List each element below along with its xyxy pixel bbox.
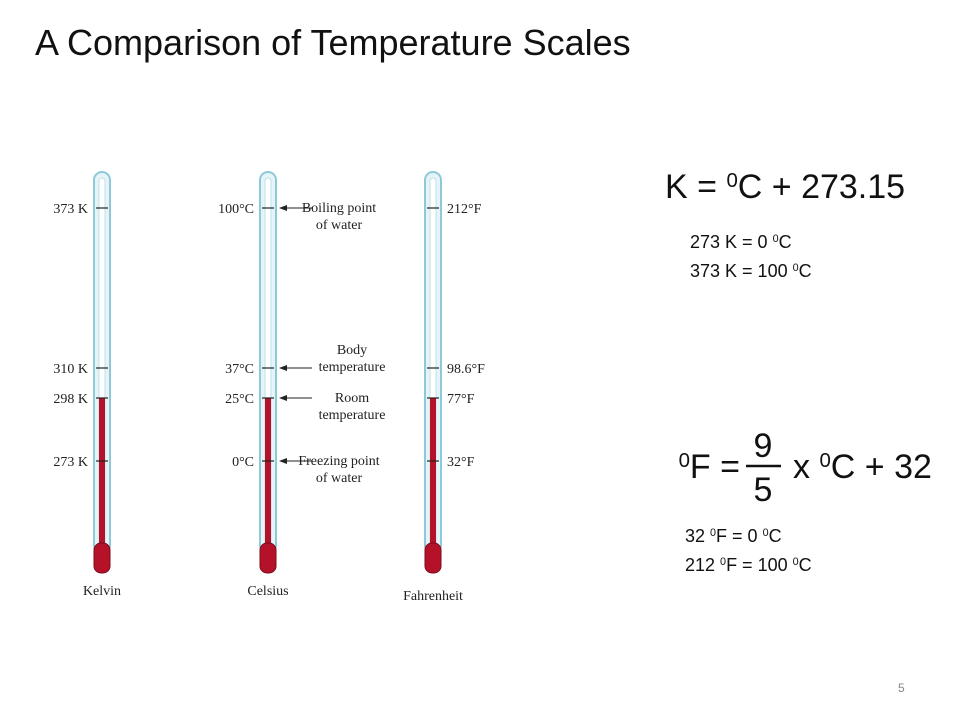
formula-text: C + 273.15 [738, 168, 905, 206]
formula-text: 212 [685, 555, 720, 575]
bulb [424, 542, 442, 574]
tick-label: 25°C [225, 392, 254, 407]
superscript: 0 [679, 450, 690, 472]
tick-label: 212°F [447, 202, 482, 217]
formula-text: C [779, 232, 792, 252]
annotation: Room [335, 391, 369, 406]
bulb [93, 542, 111, 574]
formula-text: F = [690, 448, 740, 486]
formula-text: C [799, 555, 812, 575]
formula-text: C + 32 [831, 448, 932, 486]
superscript: 0 [793, 262, 799, 274]
formula-line: 373 K = 100 0C [690, 261, 812, 281]
annotation: Freezing point [298, 454, 379, 469]
tick-label: 77°F [447, 392, 475, 407]
thermometer-name: Fahrenheit [403, 589, 463, 604]
thermometer-name: Kelvin [83, 584, 121, 599]
superscript: 0 [710, 527, 716, 539]
formula-line: x 0C + 32 [793, 448, 932, 486]
superscript: 0 [773, 233, 779, 245]
tick-label: 310 K [53, 362, 88, 377]
formula-text: x [793, 448, 819, 486]
thermometer-name: Celsius [247, 584, 288, 599]
formula-line: 273 K = 0 0C [690, 232, 792, 252]
superscript: 0 [763, 527, 769, 539]
formula-line: 212 0F = 100 0C [685, 555, 812, 575]
formula-line: K = 0C + 273.15 [665, 168, 905, 206]
annotation: of water [316, 218, 363, 233]
annotation: Boiling point [302, 201, 376, 216]
formula-text: F = 0 [716, 526, 763, 546]
formula-text: 273 K = 0 [690, 232, 773, 252]
tick-label: 100°C [218, 202, 254, 217]
denominator: 5 [754, 471, 773, 509]
formula-text: C [769, 526, 782, 546]
tick-label: 273 K [53, 455, 88, 470]
tick-label: 298 K [53, 392, 88, 407]
superscript: 0 [819, 450, 830, 472]
numerator: 9 [754, 427, 773, 465]
tick-label: 32°F [447, 455, 475, 470]
annotation: temperature [319, 360, 386, 375]
mercury [99, 398, 105, 553]
formula-text: 32 [685, 526, 710, 546]
superscript: 0 [726, 170, 737, 192]
annotation: of water [316, 471, 363, 486]
formula-line: 32 0F = 0 0C [685, 526, 782, 546]
superscript: 0 [720, 556, 726, 568]
thermometers: 373 K 310 K 298 K 273 K Kelvin 100°C 37°C 25°C 0… [53, 171, 485, 604]
mercury [430, 398, 436, 553]
formula-text: C [799, 261, 812, 281]
tick-label: 0°C [232, 455, 254, 470]
superscript: 0 [793, 556, 799, 568]
formula-text: 373 K = 100 [690, 261, 793, 281]
formula-text: F = 100 [726, 555, 793, 575]
tick-label: 37°C [225, 362, 254, 377]
annotation: temperature [319, 408, 386, 423]
slide-title: A Comparison of Temperature Scales [35, 22, 631, 63]
formula-text: K = [665, 168, 726, 206]
bulb [259, 542, 277, 574]
tick-label: 373 K [53, 202, 88, 217]
page-number: 5 [898, 681, 905, 695]
annotation: Body [337, 343, 367, 358]
tick-label: 98.6°F [447, 362, 485, 377]
formula-line: 0F = [679, 448, 740, 486]
mercury [265, 398, 271, 553]
